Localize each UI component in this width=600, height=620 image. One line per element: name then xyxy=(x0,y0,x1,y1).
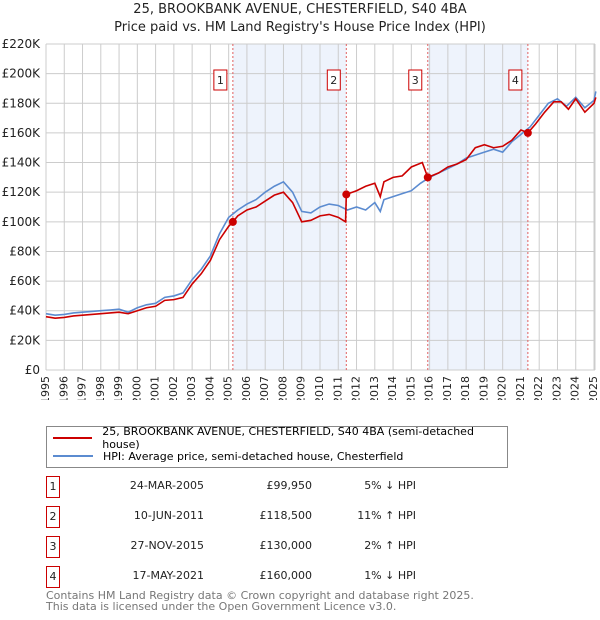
y-tick-label: £100K xyxy=(2,215,42,229)
x-tick-label: 2000 xyxy=(130,376,143,400)
y-tick-label: £40K xyxy=(9,304,41,318)
x-tick-label: 2015 xyxy=(404,376,417,400)
shaded-period xyxy=(427,44,528,370)
x-tick-label: 2010 xyxy=(313,376,326,400)
x-tick-label: 2005 xyxy=(222,376,235,400)
sale-date: 10-JUN-2011 xyxy=(133,509,204,522)
sale-label: 3 xyxy=(412,74,419,87)
x-tick-label: 2009 xyxy=(295,376,308,400)
sale-price: £99,950 xyxy=(266,479,313,492)
sale-label: 2 xyxy=(330,74,337,87)
y-tick-label: £160K xyxy=(2,126,42,140)
x-tick-label: 2023 xyxy=(550,376,563,400)
sale-number-badge: 1 xyxy=(46,476,60,498)
sale-price: £118,500 xyxy=(259,509,313,522)
x-tick-label: 2018 xyxy=(459,376,472,400)
chart-title: 25, BROOKBANK AVENUE, CHESTERFIELD, S40 … xyxy=(133,2,467,17)
x-tick-label: 2016 xyxy=(423,376,436,400)
property-price-line xyxy=(45,97,597,319)
legend: 25, BROOKBANK AVENUE, CHESTERFIELD, S40 … xyxy=(46,425,508,468)
sale-date: 17-MAY-2021 xyxy=(132,569,204,582)
x-tick-label: 1995 xyxy=(39,376,52,400)
x-tick-label: 2022 xyxy=(532,376,545,400)
hpi-line xyxy=(45,91,597,316)
x-tick-label: 2003 xyxy=(185,376,198,400)
y-tick-label: £0 xyxy=(25,363,40,377)
sale-label: 1 xyxy=(217,74,224,87)
legend-label-hpi: HPI: Average price, semi-detached house,… xyxy=(103,449,404,463)
x-tick-label: 2025 xyxy=(587,376,600,400)
x-tick-label: 2020 xyxy=(496,376,509,400)
sale-price: £160,000 xyxy=(259,569,313,582)
y-tick-label: £120K xyxy=(2,185,42,199)
legend-label-property: 25, BROOKBANK AVENUE, CHESTERFIELD, S40 … xyxy=(102,425,474,451)
y-tick-label: £20K xyxy=(9,333,41,347)
sale-number-badge: 2 xyxy=(46,506,60,528)
sale-point xyxy=(228,217,237,226)
sale-label: 4 xyxy=(512,74,519,87)
chart-subtitle: Price paid vs. HM Land Registry's House … xyxy=(114,20,486,35)
x-tick-label: 2021 xyxy=(514,376,527,400)
x-tick-label: 2002 xyxy=(167,376,180,400)
x-tick-label: 1997 xyxy=(76,376,89,400)
x-tick-label: 2019 xyxy=(477,376,490,400)
y-tick-label: £80K xyxy=(9,244,41,258)
legend-blue-line xyxy=(53,455,93,457)
footer-line-2: This data is licensed under the Open Gov… xyxy=(46,600,397,613)
x-tick-label: 2004 xyxy=(203,376,216,400)
x-tick-label: 2011 xyxy=(331,376,344,400)
sale-number-badge: 3 xyxy=(46,536,60,558)
x-tick-label: 2008 xyxy=(276,376,289,400)
x-tick-label: 1999 xyxy=(112,376,125,400)
x-tick-label: 1996 xyxy=(57,376,70,400)
shaded-period xyxy=(232,44,347,370)
sale-point xyxy=(342,190,351,199)
footer: Contains HM Land Registry data © Crown c… xyxy=(46,590,474,612)
x-tick-label: 2014 xyxy=(386,376,399,400)
y-tick-label: £200K xyxy=(2,67,42,81)
sale-label-box xyxy=(508,69,523,91)
sale-number-badge: 4 xyxy=(46,566,60,588)
y-tick-label: £60K xyxy=(9,274,41,288)
sale-hpi-diff: 11% ↑ HPI xyxy=(357,509,416,522)
sale-hpi-diff: 5% ↓ HPI xyxy=(364,479,416,492)
footer-line-1: Contains HM Land Registry data © Crown c… xyxy=(46,589,474,602)
y-tick-label: £140K xyxy=(2,156,42,170)
sale-hpi-diff: 1% ↓ HPI xyxy=(364,569,416,582)
sale-point xyxy=(423,173,432,182)
x-tick-label: 2001 xyxy=(149,376,162,400)
sale-date: 24-MAR-2005 xyxy=(129,479,204,492)
sale-price: £130,000 xyxy=(259,539,313,552)
sale-hpi-diff: 2% ↑ HPI xyxy=(364,539,416,552)
x-tick-label: 2017 xyxy=(441,376,454,400)
sale-date: 27-NOV-2015 xyxy=(130,539,204,552)
sale-label-box xyxy=(213,69,228,91)
y-tick-label: £180K xyxy=(2,96,42,110)
x-tick-label: 2007 xyxy=(258,376,271,400)
x-tick-label: 2006 xyxy=(240,376,253,400)
x-tick-label: 2012 xyxy=(350,376,363,400)
x-tick-label: 2013 xyxy=(368,376,381,400)
price-chart: 1995 1996 1997 1998 1999 2000 2001 2002 2003 2004… xyxy=(2,37,600,400)
sale-label-box xyxy=(326,69,341,91)
legend-red-line xyxy=(53,437,93,439)
x-tick-label: 2024 xyxy=(569,376,582,400)
x-tick-label: 1998 xyxy=(94,376,107,400)
y-tick-label: £220K xyxy=(2,37,42,51)
sale-label-box xyxy=(408,69,423,91)
sale-point xyxy=(523,128,532,137)
